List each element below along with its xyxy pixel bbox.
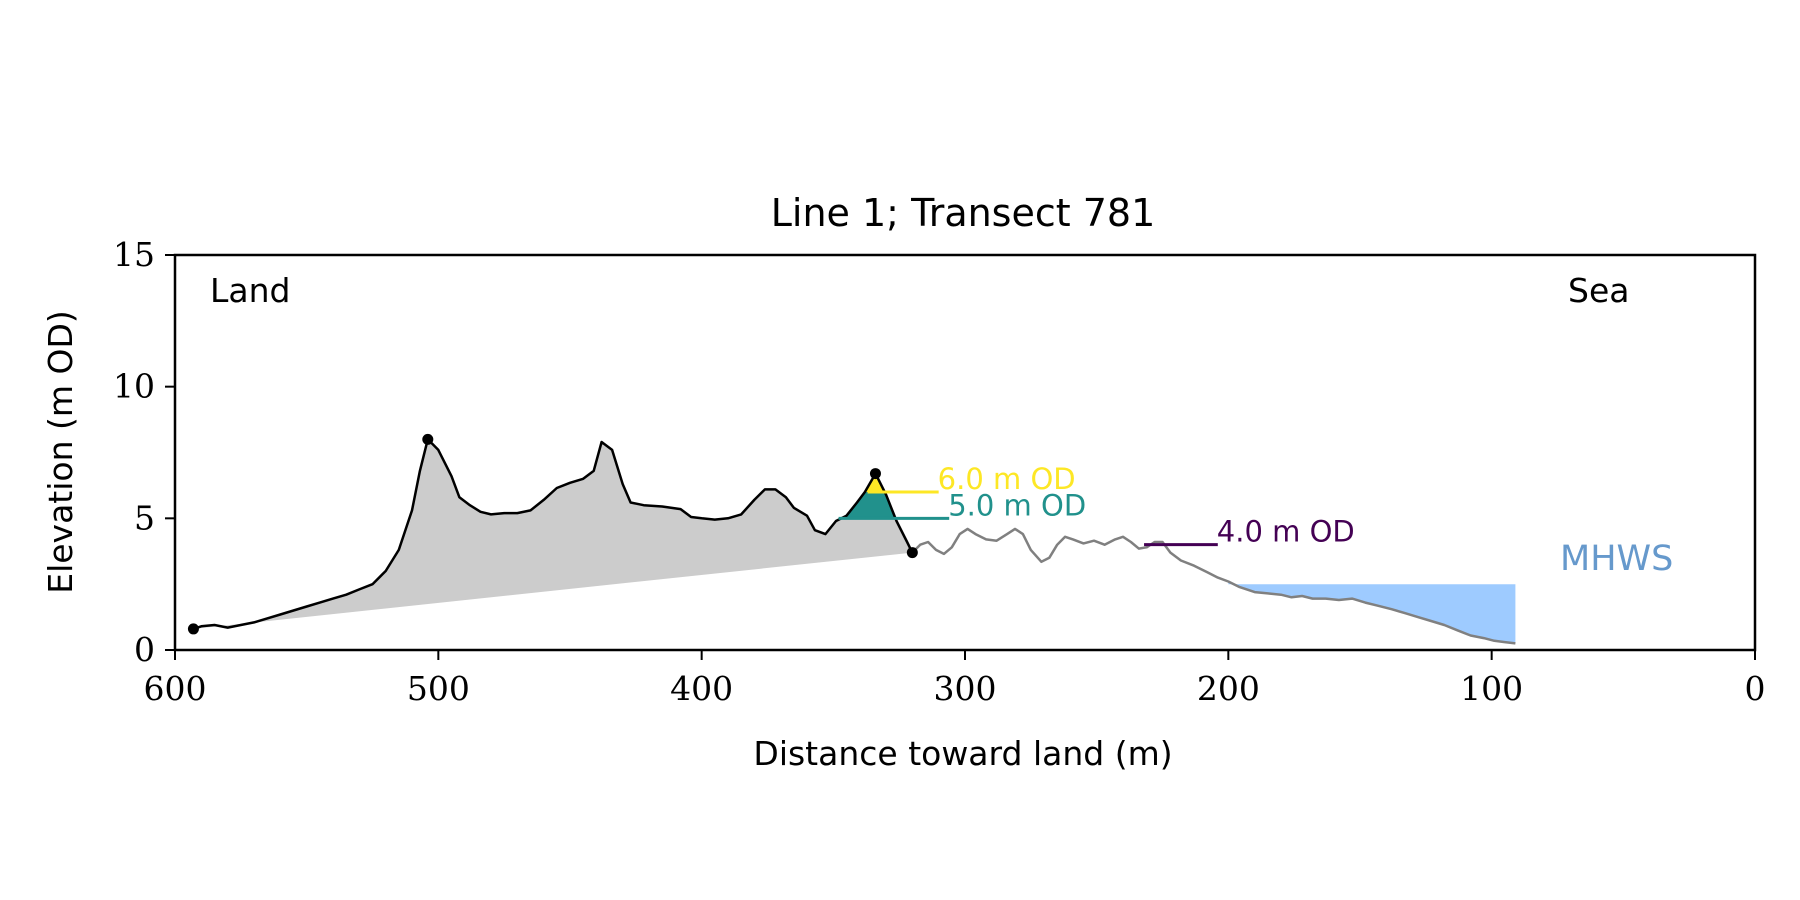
y-tick-label: 10 <box>113 367 155 406</box>
x-tick-label: 600 <box>144 669 207 708</box>
axes-layer: 600 500 400 300 200 100 0 0 5 10 15 <box>113 235 1766 708</box>
sea-annotation: Sea <box>1568 271 1629 310</box>
y-axis-ticks: 0 5 10 15 <box>113 235 175 669</box>
lines-layer: 6.0 m OD5.0 m OD 4.0 m OD <box>187 433 1516 645</box>
x-tick-label: 300 <box>934 669 997 708</box>
x-tick-label: 0 <box>1745 669 1766 708</box>
x-axis-label: Distance toward land (m) <box>753 734 1172 773</box>
profile-marker <box>869 468 881 480</box>
level-4-label: 4.0 m OD <box>1217 515 1355 549</box>
labels-layer: Line 1; Transect 781 Distance toward lan… <box>41 191 1673 773</box>
y-tick-label: 5 <box>134 498 155 537</box>
x-axis-ticks: 600 500 400 300 200 100 0 <box>144 650 1766 708</box>
land-area-fill <box>193 439 913 629</box>
y-tick-label: 15 <box>113 235 155 274</box>
mhws-annotation: MHWS <box>1560 539 1673 579</box>
x-tick-label: 400 <box>670 669 733 708</box>
y-axis-label: Elevation (m OD) <box>41 310 80 594</box>
sea-profile-line <box>911 527 1516 645</box>
y-tick-label: 0 <box>134 630 155 669</box>
chart-title: Line 1; Transect 781 <box>771 191 1156 235</box>
profile-marker <box>187 623 199 635</box>
level-6-fill <box>864 473 885 492</box>
x-tick-label: 200 <box>1197 669 1260 708</box>
x-tick-label: 100 <box>1460 669 1523 708</box>
mhws-fill <box>1228 581 1516 644</box>
level-6-label: 6.0 m OD <box>938 462 1076 496</box>
land-profile-line <box>193 438 914 631</box>
profile-marker <box>422 433 434 445</box>
land-annotation: Land <box>210 271 290 310</box>
level-5-label: 5.0 m OD <box>948 488 1086 522</box>
x-tick-label: 500 <box>407 669 470 708</box>
profile-marker <box>906 547 918 559</box>
